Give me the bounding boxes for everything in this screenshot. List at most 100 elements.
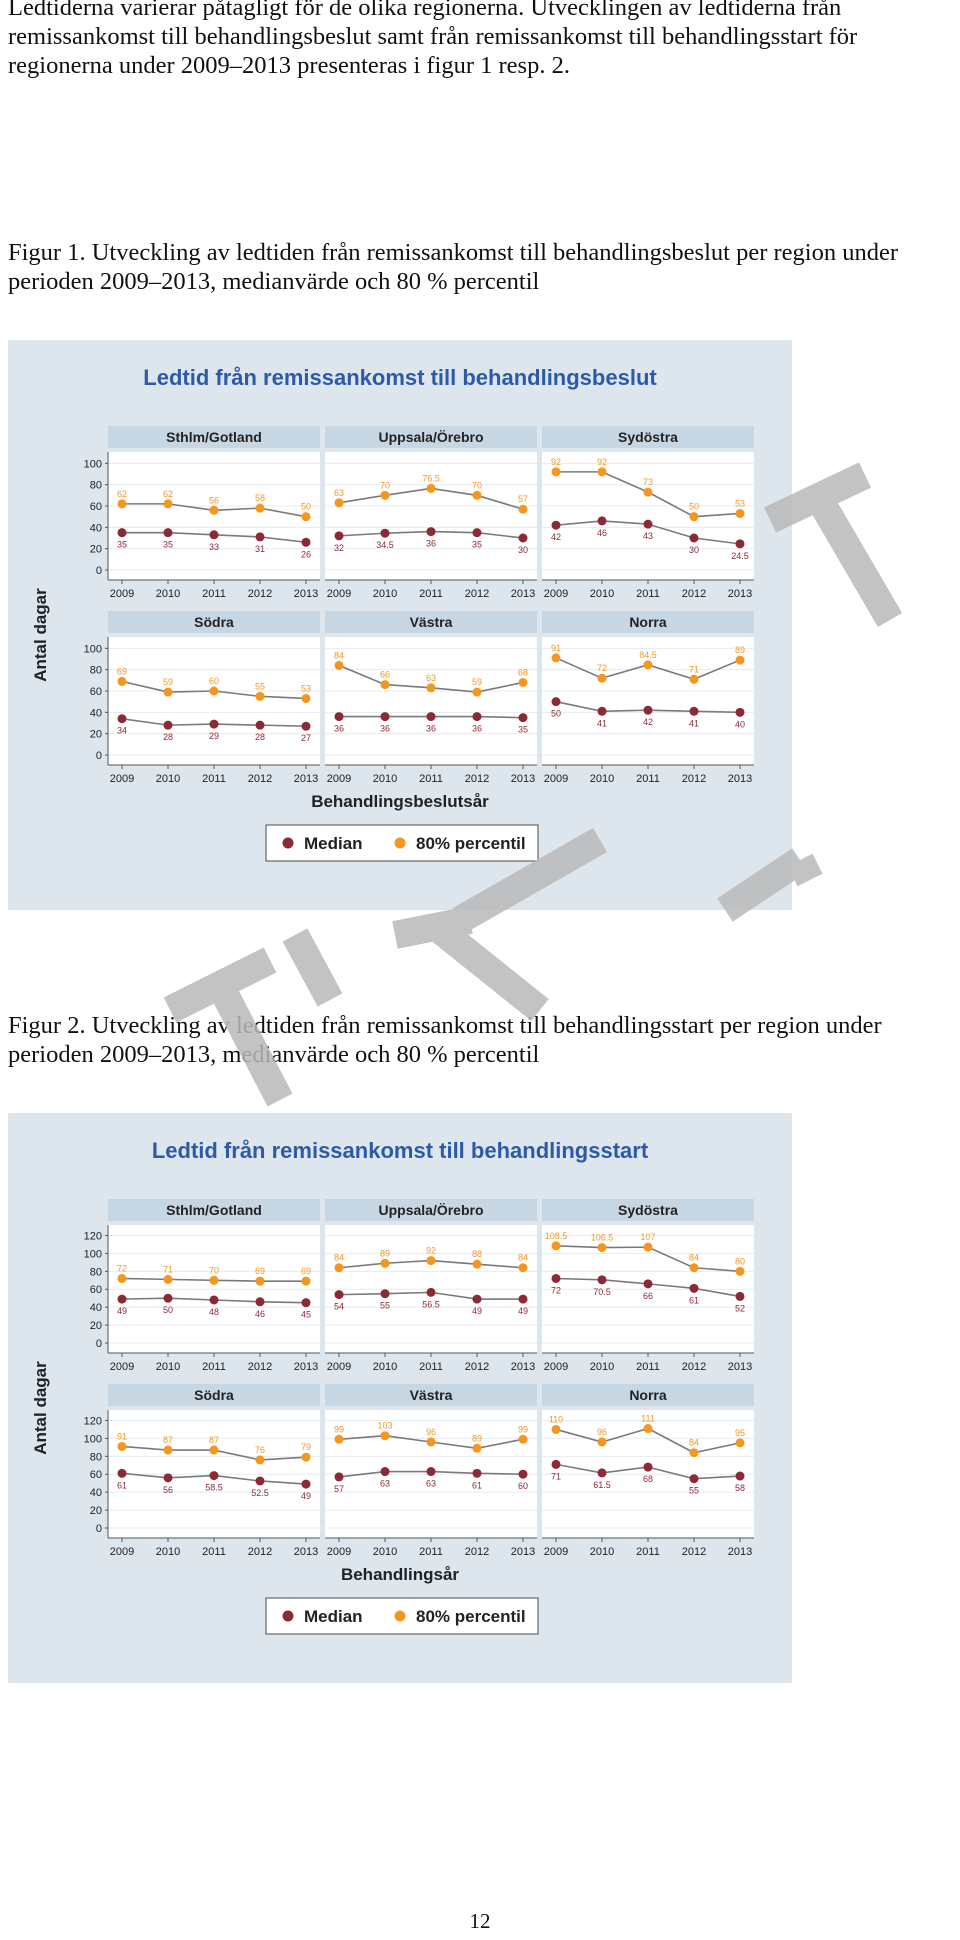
data-label: 34.5	[376, 540, 394, 550]
data-label: 66	[643, 1291, 653, 1301]
data-label: 110	[549, 1414, 563, 1424]
data-label: 35	[117, 540, 127, 550]
data-label: 28	[163, 732, 173, 742]
x-tick-label: 2012	[465, 1361, 489, 1373]
percentile-point	[597, 673, 607, 683]
data-label: 31	[255, 544, 265, 554]
panel-plot-area	[325, 452, 537, 580]
intro-paragraph: Ledtiderna varierar påtagligt för de oli…	[8, 0, 858, 79]
data-label: 30	[518, 545, 528, 555]
percentile-point	[334, 660, 344, 670]
data-label: 56	[209, 495, 219, 505]
data-label: 41	[597, 718, 607, 728]
data-label: 58.5	[205, 1483, 223, 1493]
data-label: 63	[334, 488, 344, 498]
median-point	[117, 1468, 127, 1478]
panel-title: Sydöstra	[618, 1202, 678, 1218]
x-tick-label: 2011	[419, 588, 443, 600]
median-point	[689, 706, 699, 716]
y-tick-label: 40	[90, 522, 102, 534]
y-tick-label: 120	[84, 1415, 102, 1427]
data-label: 36	[380, 724, 390, 734]
data-label: 54	[334, 1302, 344, 1312]
data-label: 27	[301, 733, 311, 743]
median-point	[334, 1472, 344, 1482]
percentile-point	[163, 1274, 173, 1284]
median-point	[334, 1290, 344, 1300]
x-tick-label: 2012	[465, 588, 489, 600]
data-label: 59	[472, 677, 482, 687]
x-tick-label: 2009	[327, 1361, 351, 1373]
data-label: 49	[518, 1306, 528, 1316]
panel-plot-area	[542, 637, 754, 765]
data-label: 61	[472, 1480, 482, 1490]
panel-plot-area	[108, 637, 320, 765]
data-label: 111	[641, 1414, 655, 1424]
panel-header	[108, 611, 320, 633]
legend-percentile-marker	[394, 837, 406, 849]
legend-percentile-label: 80% percentil	[416, 1607, 526, 1626]
y-tick-label: 100	[84, 1433, 102, 1445]
panel-header	[108, 1199, 320, 1221]
percentile-point	[472, 1259, 482, 1269]
data-label: 76	[255, 1445, 265, 1455]
median-point	[551, 520, 561, 530]
percentile-point	[518, 1263, 528, 1273]
legend-median-label: Median	[304, 1607, 363, 1626]
percentile-point	[426, 1437, 436, 1447]
x-tick-label: 2011	[202, 1361, 226, 1373]
data-label: 84	[334, 650, 344, 660]
data-label: 71	[551, 1471, 561, 1481]
median-point	[301, 1298, 311, 1308]
data-label: 36	[472, 724, 482, 734]
data-label: 70	[209, 1265, 219, 1275]
x-tick-label: 2010	[373, 1546, 397, 1558]
x-tick-label: 2012	[682, 1361, 706, 1373]
data-label: 34	[117, 726, 127, 736]
y-tick-label: 100	[84, 1248, 102, 1260]
x-tick-label: 2010	[373, 1361, 397, 1373]
data-label: 32	[334, 543, 344, 553]
x-axis-label: Behandlingsbeslutsår	[311, 792, 489, 811]
data-label: 80	[735, 1256, 745, 1266]
data-label: 43	[643, 531, 653, 541]
x-tick-label: 2013	[728, 773, 752, 785]
panel-header	[542, 426, 754, 448]
data-label: 96	[597, 1427, 607, 1437]
x-tick-label: 2011	[636, 588, 660, 600]
data-label: 69	[255, 1266, 265, 1276]
percentile-point	[209, 1445, 219, 1455]
data-label: 69	[301, 1266, 311, 1276]
median-point	[255, 720, 265, 730]
y-tick-label: 80	[90, 480, 102, 492]
panel-title: Uppsala/Örebro	[378, 1202, 483, 1218]
data-label: 45	[301, 1310, 311, 1320]
median-point	[380, 1467, 390, 1477]
median-point	[301, 721, 311, 731]
data-label: 33	[209, 542, 219, 552]
data-label: 50	[551, 709, 561, 719]
percentile-point	[209, 505, 219, 515]
panel-title: Södra	[194, 1387, 234, 1403]
percentile-point	[334, 1263, 344, 1273]
figure-1-chart: Ledtid från remissankomst till behandlin…	[8, 340, 792, 910]
median-point	[643, 519, 653, 529]
y-axis-label: Antal dagar	[31, 1361, 50, 1455]
median-point	[163, 1293, 173, 1303]
data-label: 69	[117, 666, 127, 676]
median-point	[735, 539, 745, 549]
percentile-point	[301, 1276, 311, 1286]
data-label: 36	[426, 724, 436, 734]
data-label: 92	[426, 1246, 436, 1256]
data-label: 55	[255, 681, 265, 691]
median-point	[551, 1459, 561, 1469]
panel-header	[325, 1199, 537, 1221]
median-point	[426, 712, 436, 722]
percentile-point	[735, 1438, 745, 1448]
median-point	[472, 1468, 482, 1478]
x-tick-label: 2013	[294, 588, 318, 600]
data-label: 42	[643, 717, 653, 727]
y-tick-label: 60	[90, 1469, 102, 1481]
x-tick-label: 2009	[327, 1546, 351, 1558]
data-label: 61	[689, 1295, 699, 1305]
